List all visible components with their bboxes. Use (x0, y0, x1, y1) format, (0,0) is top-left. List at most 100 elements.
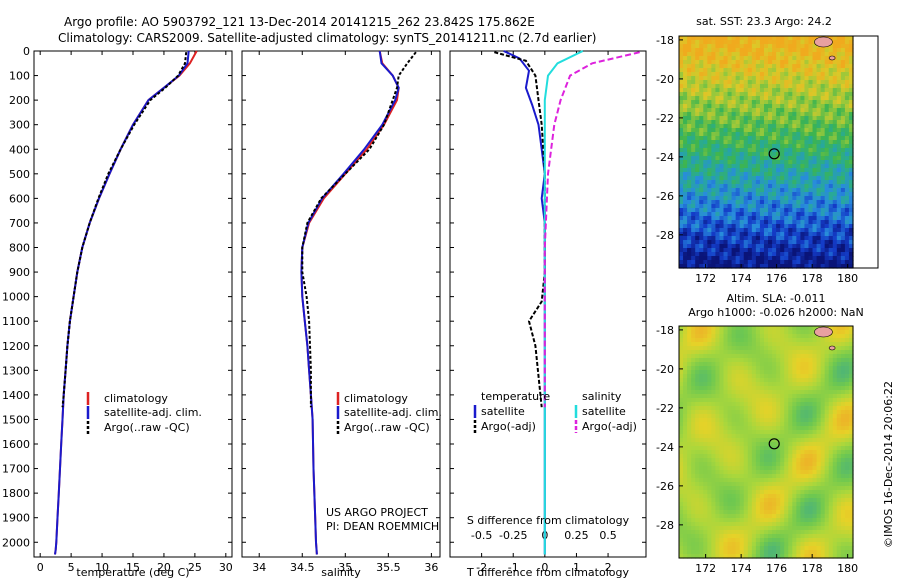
map-cell (800, 502, 806, 507)
map-cell (679, 346, 684, 351)
map-cell (848, 498, 854, 503)
map-cell (739, 204, 745, 209)
map-cell (820, 478, 826, 483)
map-cell (739, 406, 745, 411)
map-cell (751, 220, 757, 225)
map-cell (844, 406, 850, 411)
map-cell (715, 168, 721, 173)
map-cell (759, 104, 765, 109)
map-cell (719, 80, 725, 85)
map-cell (776, 180, 781, 185)
map-cell (796, 358, 801, 363)
map-cell (804, 334, 810, 339)
map-cell (816, 64, 822, 69)
map-cell (828, 518, 834, 523)
map-cell (711, 132, 717, 137)
map-cell (804, 438, 810, 443)
map-cell (784, 68, 789, 73)
map-cell (683, 204, 688, 209)
map-cell (848, 418, 854, 423)
map-cell (792, 164, 797, 169)
map-cell (828, 470, 834, 475)
map-cell (832, 450, 838, 455)
map-cell (747, 474, 753, 479)
map-cell (804, 260, 810, 265)
map-cell (699, 522, 704, 527)
map-cell (719, 438, 725, 443)
map-cell (743, 264, 749, 269)
map-cell (715, 482, 721, 487)
map-cell (679, 248, 684, 253)
map-cell (812, 88, 818, 93)
map-cell (784, 342, 789, 347)
map-cell (755, 346, 761, 351)
map-cell (703, 406, 708, 411)
map-cell (832, 434, 838, 439)
map-cell (776, 236, 781, 241)
map-cell (699, 132, 704, 137)
map-cell (719, 462, 725, 467)
map-cell (759, 470, 765, 475)
map-cell (687, 474, 692, 479)
map-cell (727, 48, 733, 53)
map-cell (683, 240, 688, 245)
map-cell (776, 394, 781, 399)
map-cell (772, 514, 777, 519)
island-shape (828, 55, 836, 61)
map-cell (683, 518, 688, 523)
map-cell (719, 526, 725, 531)
map-cell (755, 510, 761, 515)
map-cell (820, 92, 826, 97)
map-cell (836, 232, 842, 237)
map-cell (772, 502, 777, 507)
map-cell (751, 204, 757, 209)
map-cell (812, 498, 818, 503)
map-cell (772, 398, 777, 403)
map-cell (784, 120, 789, 125)
map-cell (743, 506, 749, 511)
map-cell (755, 236, 761, 241)
map-cell (824, 68, 830, 73)
map-cell (703, 248, 708, 253)
map-cell (788, 410, 793, 415)
map-cell (804, 196, 810, 201)
map-cell (804, 370, 810, 375)
map-cell (844, 64, 850, 69)
map-cell (747, 156, 753, 161)
map-cell (723, 140, 729, 145)
map-cell (735, 220, 741, 225)
map-cell (844, 104, 850, 109)
map-cell (703, 228, 708, 233)
map-cell (755, 478, 761, 483)
map-cell (788, 486, 793, 491)
map-cell (703, 470, 708, 475)
map-cell (768, 478, 773, 483)
map-cell (743, 256, 749, 261)
map-cell (836, 474, 842, 479)
map-cell (792, 386, 797, 391)
map-cell (727, 350, 733, 355)
map-cell (763, 510, 769, 515)
map-cell (687, 248, 692, 253)
map-cell (796, 366, 801, 371)
map-cell (780, 36, 785, 41)
map-cell (759, 108, 765, 113)
map-cell (800, 402, 806, 407)
map-cell (792, 156, 797, 161)
map-cell (723, 84, 729, 89)
map-cell (832, 486, 838, 491)
map-cell (687, 128, 692, 133)
map-cell (743, 236, 749, 241)
map-cell (707, 216, 712, 221)
map-cell (739, 260, 745, 265)
map-cell (691, 366, 696, 371)
map-cell (715, 490, 721, 495)
map-cell (687, 346, 692, 351)
map-cell (844, 518, 850, 523)
map-cell (679, 510, 684, 515)
map-cell (820, 510, 826, 515)
map-cell (679, 196, 684, 201)
map-cell (751, 358, 757, 363)
map-cell (719, 192, 725, 197)
map-cell (743, 362, 749, 367)
